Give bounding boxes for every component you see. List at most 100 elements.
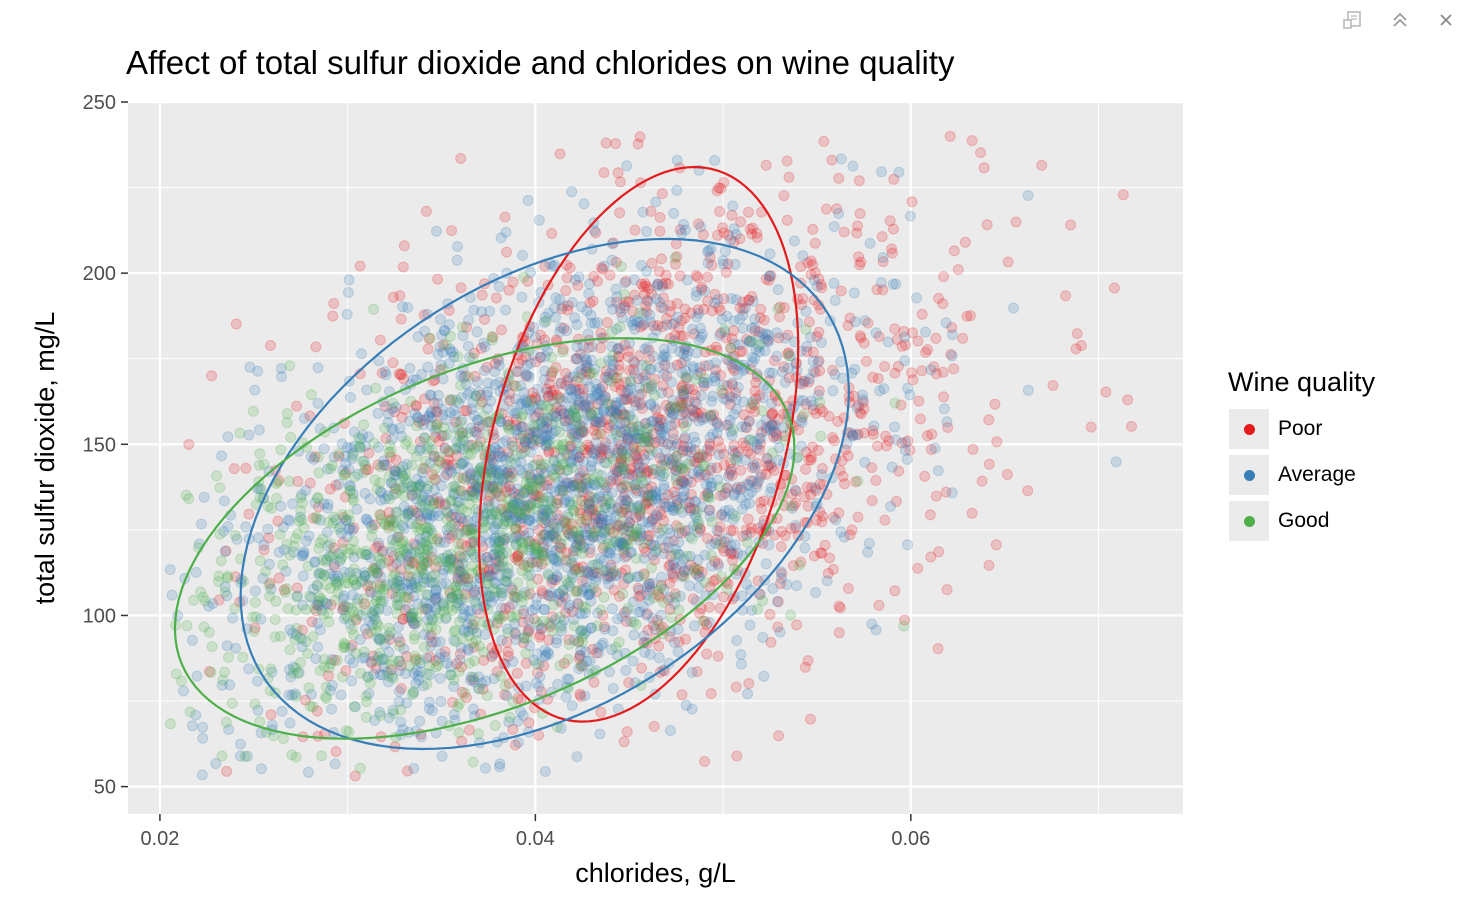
point-poor xyxy=(704,251,716,263)
point-good xyxy=(304,700,316,712)
point-average xyxy=(833,208,845,219)
point-good xyxy=(554,426,566,438)
point-good xyxy=(339,600,351,612)
point-poor xyxy=(806,482,818,494)
point-poor xyxy=(835,285,847,297)
point-good xyxy=(374,509,386,521)
point-average xyxy=(471,376,483,388)
collapse-icon[interactable] xyxy=(1388,8,1412,32)
point-good xyxy=(576,601,588,613)
point-poor xyxy=(538,660,550,672)
point-poor xyxy=(574,534,586,546)
point-good xyxy=(898,620,910,632)
point-good xyxy=(557,486,569,497)
point-poor xyxy=(364,585,376,597)
point-poor xyxy=(750,393,762,405)
point-poor xyxy=(566,428,578,440)
point-poor xyxy=(387,561,399,573)
point-poor xyxy=(608,404,620,416)
point-poor xyxy=(813,355,825,367)
point-poor xyxy=(560,554,572,566)
point-poor xyxy=(676,357,688,369)
point-good xyxy=(547,365,559,377)
point-good xyxy=(559,447,571,459)
point-poor xyxy=(724,398,736,410)
point-average xyxy=(672,646,684,658)
point-good xyxy=(705,550,717,562)
point-average xyxy=(642,295,654,307)
legend-item-average[interactable]: Average xyxy=(1228,452,1375,498)
point-good xyxy=(478,646,489,658)
point-poor xyxy=(871,284,883,296)
legend-key xyxy=(1228,500,1270,542)
point-poor xyxy=(520,370,532,382)
point-poor xyxy=(778,361,790,373)
point-poor xyxy=(408,538,420,550)
point-poor xyxy=(596,262,608,274)
point-poor xyxy=(621,495,633,507)
point-poor xyxy=(693,218,704,230)
point-average xyxy=(828,277,840,289)
point-average xyxy=(329,758,341,770)
point-good xyxy=(368,437,380,449)
point-good xyxy=(295,492,307,504)
point-poor xyxy=(561,272,573,284)
point-average xyxy=(899,444,911,456)
point-good xyxy=(618,454,630,466)
point-poor xyxy=(541,383,553,395)
point-poor xyxy=(648,320,659,332)
point-poor xyxy=(426,636,438,648)
popout-icon[interactable] xyxy=(1342,8,1366,32)
point-good xyxy=(357,455,369,467)
point-average xyxy=(797,395,809,406)
point-poor xyxy=(475,342,487,354)
point-average xyxy=(893,166,905,178)
point-average xyxy=(507,405,519,417)
point-poor xyxy=(577,561,589,573)
point-poor xyxy=(688,328,700,340)
point-good xyxy=(203,626,215,638)
point-poor xyxy=(773,730,785,742)
point-poor xyxy=(601,317,613,328)
point-average xyxy=(680,699,692,711)
point-good xyxy=(552,393,564,405)
point-poor xyxy=(548,384,560,396)
point-poor xyxy=(532,454,544,466)
point-poor xyxy=(507,276,519,288)
point-poor xyxy=(814,478,826,490)
point-average xyxy=(941,416,953,428)
point-average xyxy=(227,612,239,624)
point-poor xyxy=(867,428,879,440)
point-poor xyxy=(310,605,322,617)
legend-item-poor[interactable]: Poor xyxy=(1228,406,1375,452)
point-poor xyxy=(647,428,659,440)
point-poor xyxy=(669,329,681,341)
point-poor xyxy=(570,564,581,576)
close-icon[interactable] xyxy=(1434,8,1458,32)
point-poor xyxy=(432,273,444,285)
point-poor xyxy=(628,442,640,454)
point-poor xyxy=(818,135,830,147)
point-average xyxy=(653,361,665,373)
point-good xyxy=(785,500,797,512)
point-poor xyxy=(727,362,739,374)
point-good xyxy=(589,559,601,571)
point-average xyxy=(870,327,882,339)
point-poor xyxy=(597,381,609,393)
point-poor xyxy=(615,426,627,438)
point-poor xyxy=(606,399,617,411)
point-average xyxy=(1022,384,1034,396)
point-poor xyxy=(570,375,582,387)
point-good xyxy=(420,589,432,601)
point-poor xyxy=(419,604,431,615)
point-poor xyxy=(537,508,549,520)
point-good xyxy=(674,503,686,515)
point-good xyxy=(555,550,567,562)
point-good xyxy=(358,646,370,658)
point-average xyxy=(732,382,744,393)
point-average xyxy=(739,302,751,314)
point-poor xyxy=(491,617,503,629)
point-average xyxy=(788,235,800,247)
point-good xyxy=(452,472,464,484)
legend-item-good[interactable]: Good xyxy=(1228,498,1375,544)
